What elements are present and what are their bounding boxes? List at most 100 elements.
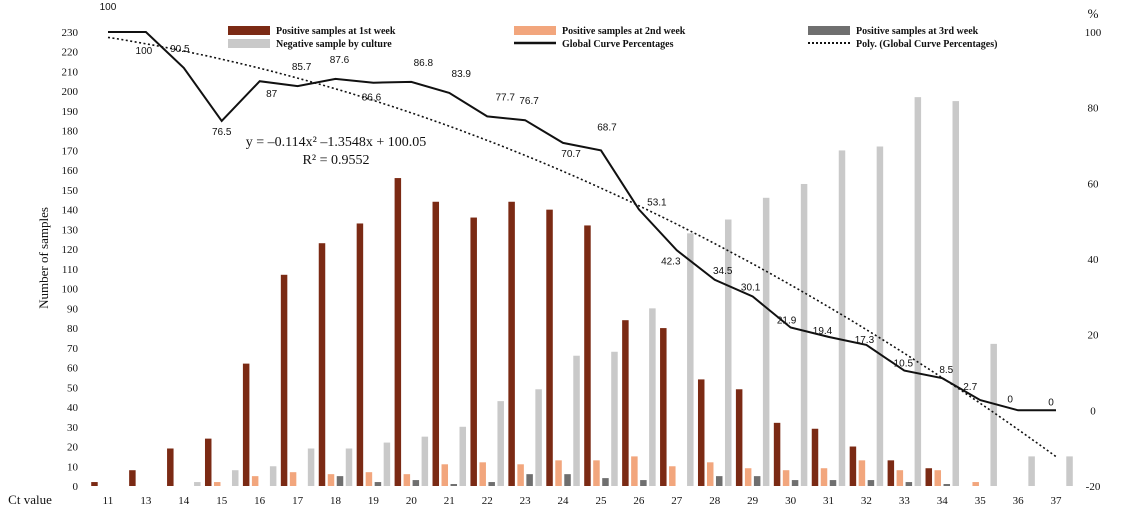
point-label: 100 [100,2,117,13]
y-tick-label: 130 [62,224,79,236]
x-tick-label: 20 [406,495,418,507]
bar [867,480,875,486]
y-tick-label: 170 [62,145,79,157]
trend-r2: R² = 0.9552 [303,153,370,168]
y-tick-label: 210 [62,66,79,78]
bars [91,97,1073,487]
y-tick-label: 90 [67,303,79,315]
x-tick-label: 18 [330,495,342,507]
point-label: 100 [136,46,153,57]
bar [403,474,411,486]
x-tick-label: 21 [444,495,455,507]
point-label: 34.5 [713,266,733,277]
point-label: 83.9 [452,69,472,80]
bar [782,470,790,486]
x-axis-title: Ct value [8,492,52,507]
x-tick-label: 22 [482,495,493,507]
y-tick-label: 140 [62,205,79,217]
y-tick-label: 80 [67,323,79,335]
bar [972,482,979,486]
point-label: 86.8 [414,58,434,69]
y2-tick-label: 40 [1088,254,1100,266]
bar [811,428,819,486]
y-tick-label: 120 [62,244,79,256]
bar [269,466,277,486]
bar [517,464,524,486]
bar [365,472,373,486]
x-tick-label: 24 [558,495,570,507]
legend-swatch [228,39,270,48]
bar [905,482,913,486]
point-label: 86.6 [362,93,382,104]
y-tick-label: 220 [62,47,79,59]
bar [356,223,364,487]
y-tick-label: 30 [67,422,79,434]
bar [762,197,770,486]
bar [1028,456,1035,486]
bar [432,201,440,486]
y-tick-label: 70 [67,343,79,355]
bar [345,448,353,486]
y-tick-label: 0 [73,481,79,493]
point-label: 17.3 [855,335,875,346]
y-tick-label: 50 [67,382,79,394]
bar [318,243,326,486]
point-label: 53.1 [647,197,667,208]
bar [773,422,781,486]
y-tick-label: 200 [62,86,79,98]
bar [508,201,515,486]
y2-tick-label: 0 [1090,405,1096,417]
y-tick-label: 160 [62,165,79,177]
y-tick-label: 20 [67,442,79,454]
y2-tick-label: -20 [1086,481,1101,493]
x-tick-label: 34 [937,495,949,507]
y-tick-label: 180 [62,126,79,138]
point-label: 0 [1048,397,1054,408]
bar [858,460,866,486]
bar [204,438,212,486]
trend-equation: y = –0.114x² –1.3548x + 100.05 [246,135,426,150]
point-label: 2.7 [963,382,977,393]
bar [546,209,553,487]
legend-label: Positive samples at 1st week [276,26,396,37]
bar [715,476,723,486]
bar [887,460,895,486]
bar [327,474,335,486]
y-tick-label: 150 [62,185,79,197]
bar [622,320,629,486]
x-tick-label: 30 [785,495,797,507]
point-label: 76.5 [212,127,232,138]
bar [336,476,344,486]
y-axis-title: Number of samples [36,207,51,309]
legend-label: Negative sample by culture [276,39,392,50]
bar [564,474,571,486]
bar [744,468,752,486]
legend-swatch [514,26,556,35]
bar [374,482,382,486]
y-axis-ticks: 0 10 20 30 40 50 60 70 80 90 100 110 120 130 140 150 160… [62,27,79,493]
bar [584,225,591,486]
legend-swatch [228,26,270,35]
x-tick-label: 28 [709,495,721,507]
bar [231,470,239,486]
x-tick-label: 23 [520,495,532,507]
point-label: 70.7 [561,149,581,160]
point-label: 0 [1007,394,1013,405]
bar [535,389,542,486]
x-tick-label: 11 [103,495,114,507]
x-tick-label: 14 [178,495,190,507]
bar [91,482,98,486]
bar [943,484,951,486]
global-curve [108,31,1056,412]
bar [573,355,580,486]
bar [251,476,259,486]
x-tick-label: 36 [1013,495,1025,507]
bar [555,460,562,486]
y-tick-label: 230 [62,27,79,39]
bar [640,480,647,486]
legend-label: Positive samples at 3rd week [856,26,979,37]
y-tick-label: 10 [67,461,79,473]
bar [934,470,942,486]
legend-label: Positive samples at 2nd week [562,26,686,37]
